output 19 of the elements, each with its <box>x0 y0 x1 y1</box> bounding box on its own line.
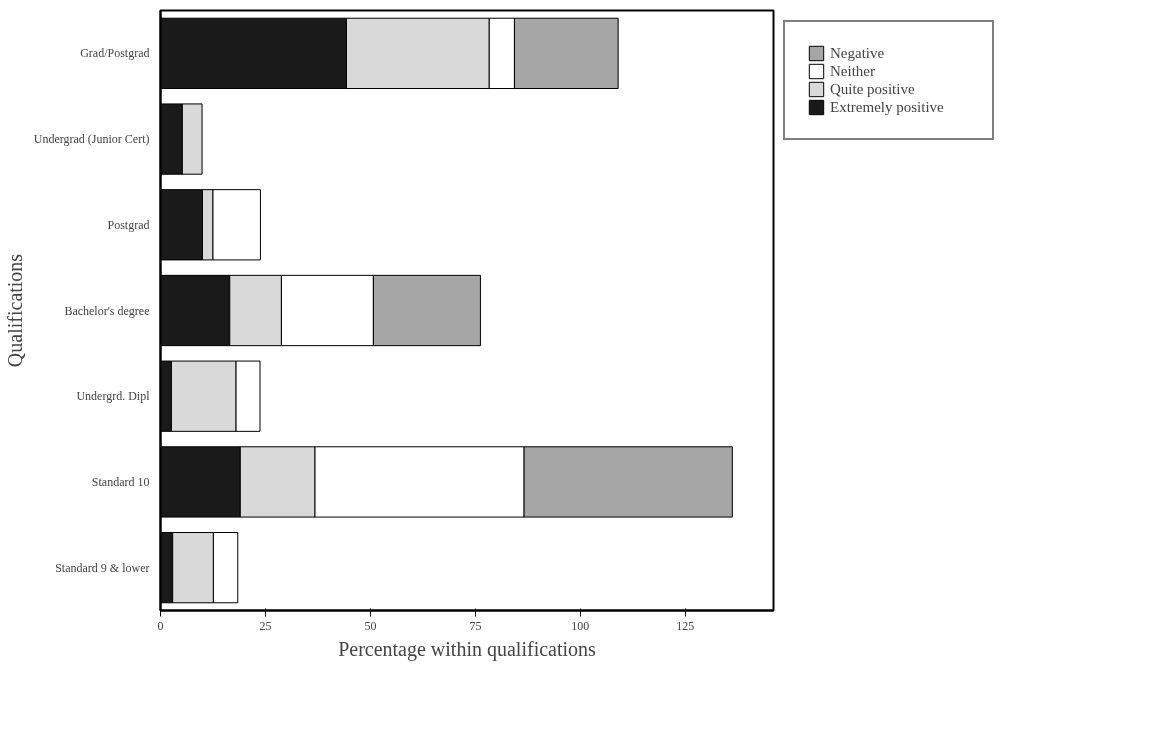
legend-label: Extremely positive <box>830 98 945 116</box>
x-tick-label: 0 <box>157 618 164 633</box>
legend-label: Neither <box>830 62 876 80</box>
y-tick-label: Grad/Postgrad <box>80 46 150 61</box>
x-tick-label: 25 <box>259 618 272 633</box>
x-tick-label: 100 <box>571 618 590 633</box>
y-axis-title: Qualifications <box>3 253 26 368</box>
x-tick-label: 75 <box>469 618 482 633</box>
x-tick-label: 50 <box>364 618 377 633</box>
x-axis-title: Percentage within qualifications <box>338 637 597 661</box>
y-tick-label: Bachelor's degree <box>64 303 150 318</box>
y-tick-label: Standard 9 & lower <box>55 560 150 575</box>
legend-label: Quite positive <box>830 80 916 98</box>
x-tick-label: 125 <box>676 618 695 633</box>
y-tick-label: Postgrad <box>107 217 150 232</box>
y-tick-label: Standard 10 <box>91 474 150 489</box>
y-tick-label: Undergrd. Dipl <box>76 389 151 404</box>
y-tick-label: Undergrad (Junior Cert) <box>33 132 150 147</box>
legend-label: Negative <box>830 44 886 62</box>
